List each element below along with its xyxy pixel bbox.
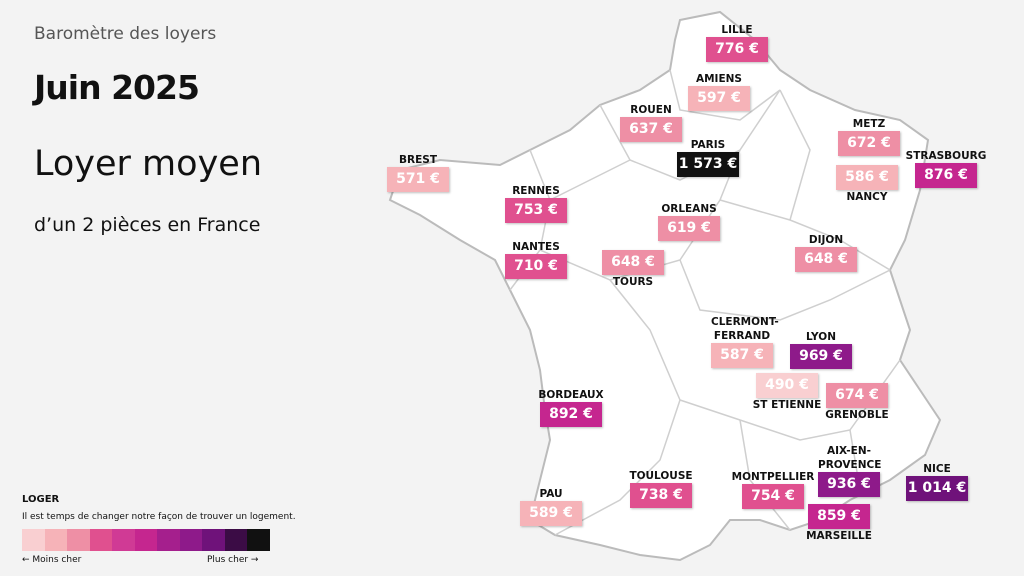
- city-name: TOURS: [612, 276, 654, 288]
- city-price: 754 €: [742, 484, 804, 509]
- city: 648 € TOURS: [602, 250, 664, 289]
- city-price: 619 €: [658, 216, 720, 241]
- city-name: RENNES: [512, 185, 560, 197]
- city-name: CLERMONT-FERRAND: [711, 316, 779, 342]
- scale-swatch: [247, 529, 271, 551]
- city-name: LYON: [806, 331, 836, 343]
- city-name: STRASBOURG: [905, 150, 987, 162]
- tagline: Il est temps de changer notre façon de t…: [22, 512, 296, 522]
- city-price: 892 €: [540, 402, 602, 427]
- city: METZ 672 €: [838, 117, 900, 156]
- city: PAU 589 €: [520, 487, 582, 526]
- city: ROUEN 637 €: [620, 103, 682, 142]
- city-name: PARIS: [690, 139, 726, 151]
- scale-swatch: [67, 529, 90, 551]
- scale-swatch: [224, 529, 248, 551]
- city: 674 € GRENOBLE: [825, 383, 889, 422]
- city-price: 969 €: [790, 344, 852, 369]
- city-price: 648 €: [795, 247, 857, 272]
- city-price: 1 014 €: [906, 476, 968, 501]
- scale-swatch: [134, 529, 158, 551]
- city-price: 876 €: [915, 163, 977, 188]
- scale-swatch: [202, 529, 225, 551]
- scale-swatch: [89, 529, 113, 551]
- city-price: 490 €: [756, 373, 818, 398]
- city-name: ORLEANS: [661, 203, 717, 215]
- city-name: METZ: [852, 118, 886, 130]
- subheading: d’un 2 pièces en France: [34, 214, 261, 236]
- city: AMIENS 597 €: [688, 72, 750, 111]
- city-name: PAU: [539, 488, 563, 500]
- kicker: Baromètre des loyers: [34, 24, 217, 44]
- city-name: DIJON: [808, 234, 844, 246]
- city: NICE 1 014 €: [906, 462, 968, 501]
- city-price: 710 €: [505, 254, 567, 279]
- city: BORDEAUX 892 €: [538, 388, 604, 427]
- city-name: MARSEILLE: [806, 530, 872, 542]
- city-price: 936 €: [818, 472, 880, 497]
- city: LYON 969 €: [790, 330, 852, 369]
- city-name: MONTPELLIER: [731, 471, 815, 483]
- scale-high-label: Plus cher →: [207, 555, 259, 565]
- city-price: 738 €: [630, 483, 692, 508]
- city-price: 586 €: [836, 165, 898, 190]
- city: 490 € ST ETIENNE: [753, 373, 821, 412]
- city: AIX-EN-PROVENCE 936 €: [818, 444, 882, 497]
- logo: LOGER: [22, 494, 60, 505]
- city-name: NICE: [923, 463, 951, 475]
- country-outline: [388, 10, 942, 562]
- color-scale: [22, 529, 271, 551]
- city-price: 589 €: [520, 501, 582, 526]
- city: 586 € NANCY: [836, 165, 898, 204]
- heading: Loyer moyen: [34, 144, 262, 184]
- scale-swatch: [179, 529, 203, 551]
- city-price: 597 €: [688, 86, 750, 111]
- city: STRASBOURG 876 €: [906, 149, 986, 188]
- scale-swatch: [22, 529, 45, 551]
- city: TOULOUSE 738 €: [629, 469, 693, 508]
- city-name: NANCY: [846, 191, 888, 203]
- city-price: 674 €: [826, 383, 888, 408]
- city-name: AMIENS: [695, 73, 742, 85]
- city: 859 € MARSEILLE: [806, 504, 872, 543]
- city: CLERMONT-FERRAND 587 €: [711, 315, 779, 368]
- city: LILLE 776 €: [706, 23, 768, 62]
- scale-low-label: ← Moins cher: [22, 555, 82, 565]
- city-name: ST ETIENNE: [752, 399, 822, 411]
- city-price: 753 €: [505, 198, 567, 223]
- city: PARIS 1 573 €: [677, 138, 739, 177]
- city-name: GRENOBLE: [825, 409, 889, 421]
- city: NANTES 710 €: [505, 240, 567, 279]
- city-name: LILLE: [721, 24, 753, 36]
- city-name: BORDEAUX: [538, 389, 604, 401]
- city-name: NANTES: [512, 241, 560, 253]
- city: DIJON 648 €: [795, 233, 857, 272]
- city-price: 776 €: [706, 37, 768, 62]
- city: RENNES 753 €: [505, 184, 567, 223]
- city: MONTPELLIER 754 €: [732, 470, 814, 509]
- scale-swatch: [157, 529, 180, 551]
- city-name: AIX-EN-PROVENCE: [818, 445, 882, 471]
- city: BREST 571 €: [387, 153, 449, 192]
- city-price: 571 €: [387, 167, 449, 192]
- city-price: 637 €: [620, 117, 682, 142]
- city-price: 1 573 €: [677, 152, 739, 177]
- city-price: 859 €: [808, 504, 870, 529]
- city-price: 587 €: [711, 343, 773, 368]
- city-name: BREST: [399, 154, 437, 166]
- city-price: 648 €: [602, 250, 664, 275]
- city-price: 672 €: [838, 131, 900, 156]
- city: ORLEANS 619 €: [658, 202, 720, 241]
- city-name: TOULOUSE: [629, 470, 693, 482]
- scale-swatch: [112, 529, 135, 551]
- city-name: ROUEN: [630, 104, 672, 116]
- title: Juin 2025: [34, 68, 200, 107]
- scale-swatch: [44, 529, 68, 551]
